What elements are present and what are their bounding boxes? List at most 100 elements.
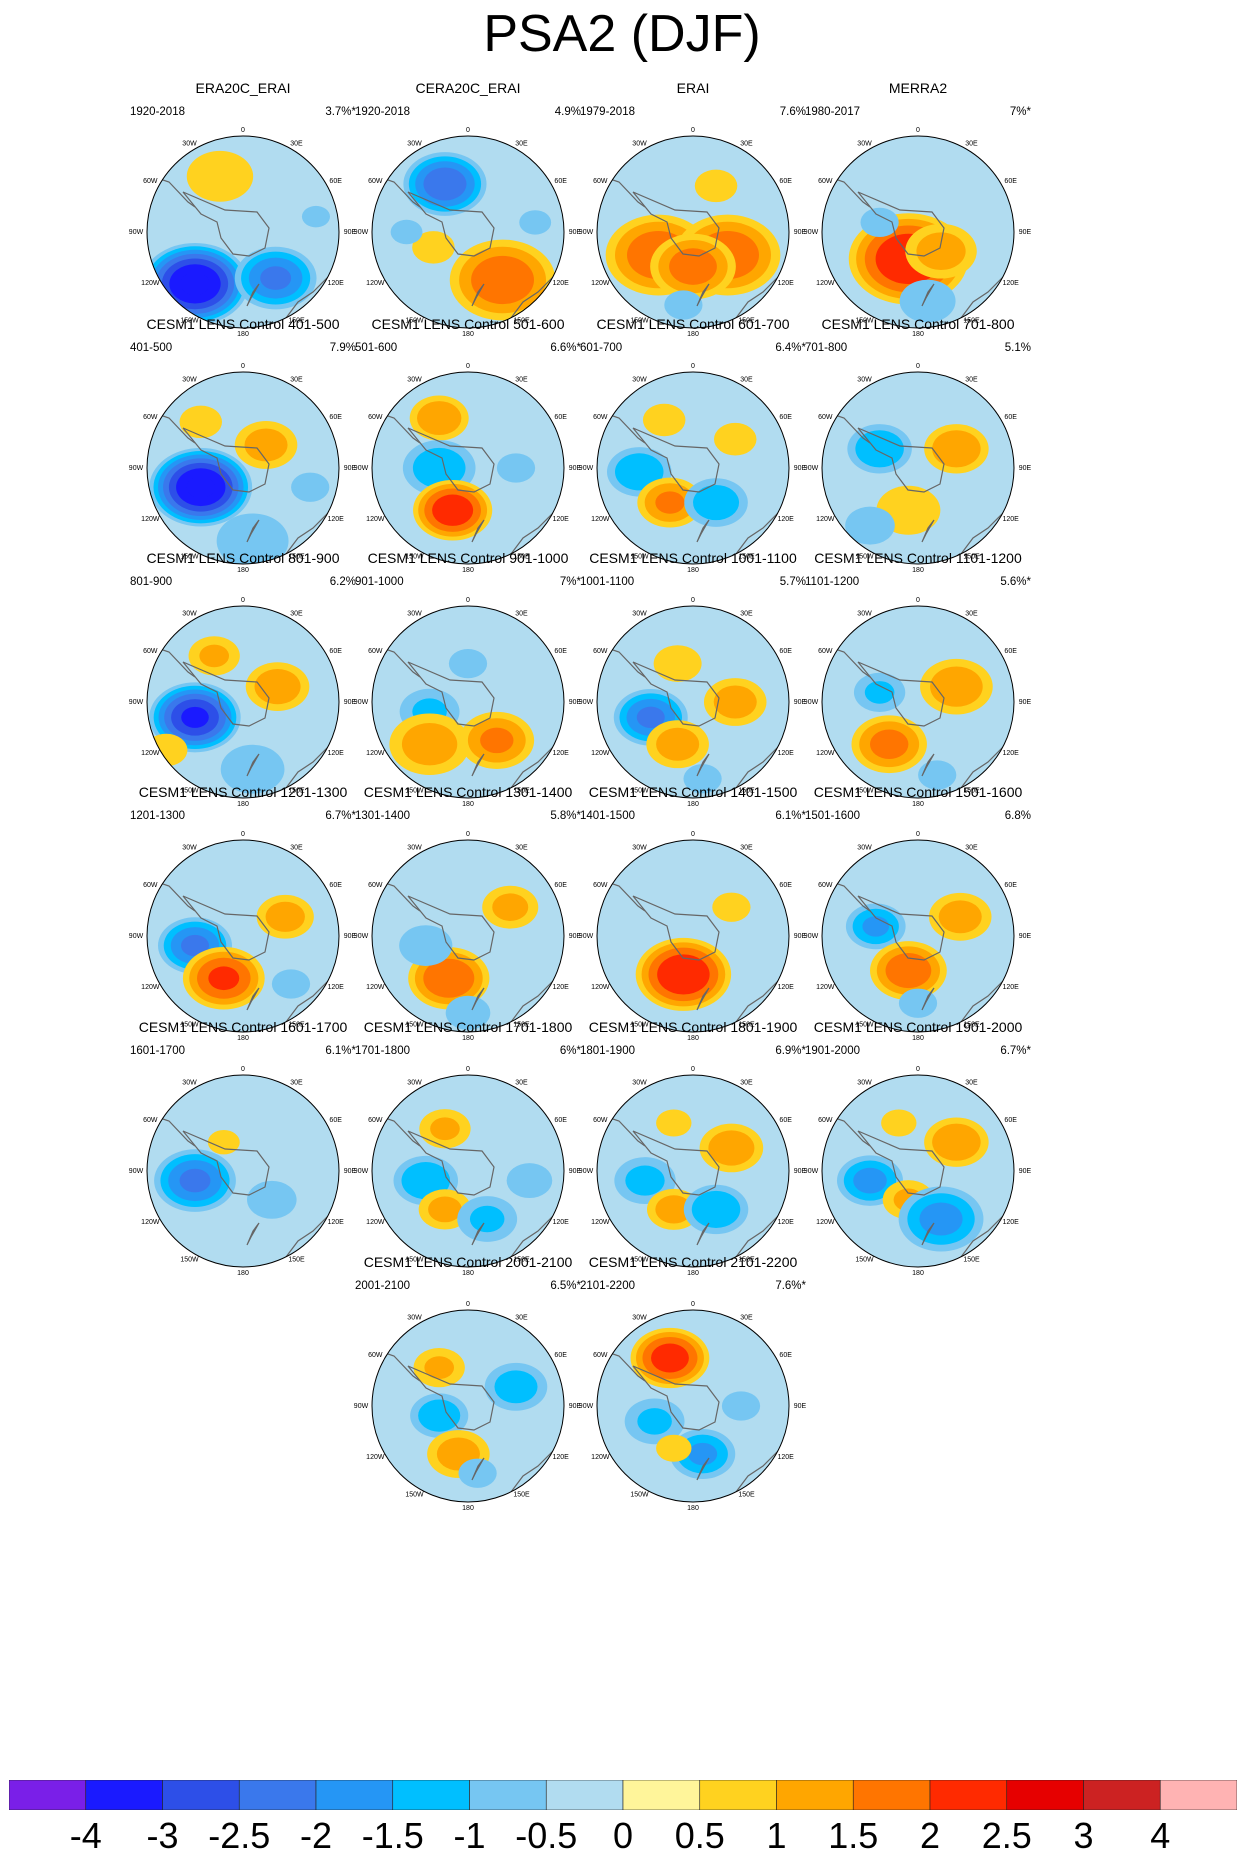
contour-band <box>932 1123 981 1161</box>
polar-map: 0 30E 60E 90E 120E 150E 180 150W 120W 90W 60W 30W <box>354 831 582 1042</box>
polar-map: 0 30E 60E 90E 120E 150E 180 150W 120W 90W 60W 30W <box>354 127 582 338</box>
negative-anomaly <box>506 1163 553 1199</box>
positive-anomaly <box>699 1123 764 1173</box>
contour-band <box>919 1202 963 1236</box>
negative-anomaly <box>519 210 552 235</box>
longitude-label: 30E <box>740 1315 753 1322</box>
positive-anomaly <box>653 645 702 682</box>
map-panel: CESM1 LENS Control 1201-1300 1201-1300 6.7… <box>108 784 378 1054</box>
longitude-label: 30W <box>857 141 872 148</box>
panel-variance: 7.6%* <box>775 1280 806 1292</box>
longitude-label: 150W <box>855 787 874 794</box>
map-background <box>822 840 1014 1032</box>
panel-title: CESM1 LENS Control 1301-1400 <box>363 784 573 800</box>
longitude-label: 180 <box>462 1035 474 1042</box>
longitude-label: 90W <box>804 699 819 706</box>
polar-map: 0 30E 60E 90E 120E 150E 180 150W 120W 90W 60W 30W <box>129 127 357 338</box>
longitude-label: 120E <box>777 1219 794 1226</box>
longitude-label: 0 <box>916 831 920 838</box>
longitude-label: 150W <box>405 1021 424 1028</box>
positive-anomaly <box>413 1347 465 1388</box>
panel-variance: 5.8%* <box>550 810 581 822</box>
polar-map: 0 30E 60E 90E 120E 150E 180 150W 120W 90W 60W 30W <box>579 127 807 338</box>
colorbar-swatch <box>622 1780 701 1810</box>
panel-period: 701-800 <box>805 342 848 354</box>
longitude-label: 0 <box>466 597 470 604</box>
negative-anomaly <box>836 1155 904 1206</box>
longitude-label: 120W <box>366 984 385 991</box>
panel-period: 1979-2018 <box>580 106 635 118</box>
longitude-label: 60W <box>818 648 833 655</box>
contour-band <box>423 167 467 201</box>
positive-anomaly <box>234 421 298 469</box>
negative-anomaly <box>845 903 906 950</box>
contour-band <box>412 231 455 264</box>
contour-band <box>186 150 254 202</box>
longitude-label: 150E <box>963 553 980 560</box>
longitude-label: 60E <box>1004 648 1017 655</box>
contour-band <box>669 248 717 285</box>
map-panel: CESM1 LENS Control 1601-1700 1601-1700 6.1… <box>108 1019 378 1289</box>
longitude-label: 60E <box>1004 882 1017 889</box>
coastline <box>246 987 260 1011</box>
negative-anomaly <box>853 672 906 713</box>
contour-band <box>417 401 462 436</box>
longitude-label: 0 <box>241 831 245 838</box>
panel-period: 501-600 <box>355 342 398 354</box>
longitude-label: 30W <box>407 141 422 148</box>
panel-period: 1201-1300 <box>130 810 185 822</box>
longitude-label: 60W <box>818 178 833 185</box>
contour-band <box>614 453 664 491</box>
negative-anomaly <box>684 478 748 527</box>
negative-anomaly <box>154 1149 236 1212</box>
longitude-label: 180 <box>237 1270 249 1277</box>
coastline <box>696 1457 710 1481</box>
negative-anomaly <box>234 246 317 310</box>
longitude-label: 90E <box>569 699 582 706</box>
polar-map: 0 30E 60E 90E 120E 150E 180 150W 120W 90W 60W 30W <box>804 831 1032 1042</box>
coastline <box>732 1445 784 1497</box>
longitude-label: 120E <box>777 280 794 287</box>
panel-period: 1401-1500 <box>580 810 635 822</box>
longitude-label: 60W <box>143 648 158 655</box>
panel-period: 1920-2018 <box>130 106 185 118</box>
map-border <box>821 605 1015 799</box>
longitude-label: 150W <box>405 787 424 794</box>
contour-band <box>869 729 909 759</box>
longitude-label: 60E <box>554 414 567 421</box>
contour-band <box>458 1458 497 1488</box>
longitude-label: 90W <box>129 1168 144 1175</box>
longitude-label: 90E <box>794 465 807 472</box>
longitude-label: 90E <box>569 465 582 472</box>
longitude-label: 60E <box>329 178 342 185</box>
longitude-label: 60E <box>779 882 792 889</box>
positive-anomaly <box>703 678 767 726</box>
longitude-label: 30W <box>407 1315 422 1322</box>
contour-band <box>199 644 230 668</box>
polar-map: 0 30E 60E 90E 120E 150E 180 150W 120W 90W 60W 30W <box>579 1066 807 1277</box>
longitude-label: 60W <box>143 882 158 889</box>
longitude-label: 60E <box>1004 178 1017 185</box>
longitude-label: 90W <box>129 933 144 940</box>
longitude-label: 150E <box>963 787 980 794</box>
longitude-label: 150W <box>855 1021 874 1028</box>
panel-variance: 6.7%* <box>325 810 356 822</box>
longitude-label: 60E <box>779 1117 792 1124</box>
positive-anomaly <box>389 713 470 776</box>
map-panel: CESM1 LENS Control 701-800 701-800 5.1% 0 30… <box>783 316 1053 586</box>
negative-anomaly <box>390 219 423 245</box>
longitude-label: 180 <box>237 331 249 338</box>
coastline <box>471 1457 485 1481</box>
panel-period: 901-1000 <box>355 576 404 588</box>
longitude-label: 180 <box>912 1270 924 1277</box>
longitude-label: 30W <box>407 1080 422 1087</box>
contour-band <box>448 648 488 679</box>
colorbar-swatch <box>1006 1780 1084 1810</box>
longitude-label: 150E <box>963 317 980 324</box>
longitude-label: 90E <box>344 1168 357 1175</box>
longitude-label: 60E <box>554 178 567 185</box>
longitude-label: 120E <box>552 750 569 757</box>
coastline <box>246 519 260 543</box>
map-border <box>596 1074 790 1268</box>
contour-band <box>938 900 982 934</box>
